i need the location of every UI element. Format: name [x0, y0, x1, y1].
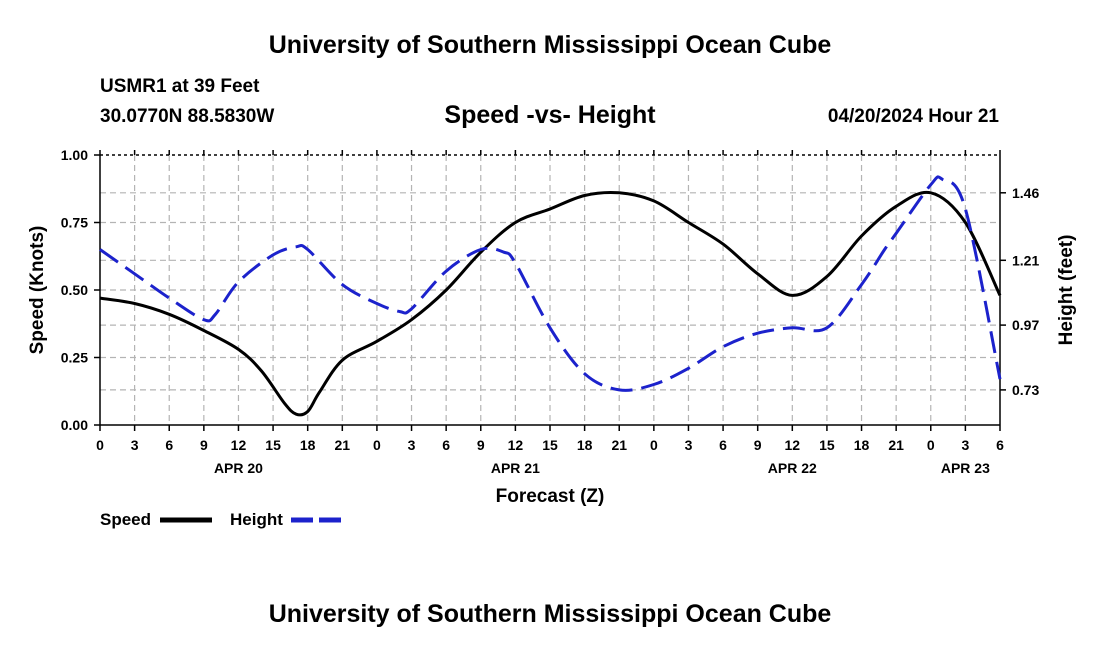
x-tick-label: 6	[996, 437, 1004, 453]
station-label: USMR1 at 39 Feet	[100, 76, 260, 97]
y2-tick-label: 0.97	[1012, 317, 1039, 333]
y-tick-label: 1.00	[61, 147, 88, 163]
y-tick-label: 0.25	[61, 350, 88, 366]
x-tick-label: 21	[335, 437, 351, 453]
y-axis-title: Speed (Knots)	[27, 226, 48, 355]
x-tick-label: 3	[961, 437, 969, 453]
series-layer	[99, 175, 1002, 417]
x-tick-label: 0	[927, 437, 935, 453]
x-tick-label: 15	[819, 437, 835, 453]
x-tick-label: 6	[442, 437, 450, 453]
x-tick-label: 21	[888, 437, 904, 453]
x-tick-label: 15	[542, 437, 558, 453]
forecast-datetime: 04/20/2024 Hour 21	[827, 106, 999, 127]
y-axis-right: 0.73 0.97 1.21 1.46	[1000, 185, 1039, 398]
x-day-label: APR 23	[941, 460, 990, 476]
y2-tick-label: 1.21	[1012, 252, 1039, 268]
x-tick-label: 0	[96, 437, 104, 453]
legend-label-speed: Speed	[100, 510, 151, 529]
y2-tick-label: 1.46	[1012, 185, 1039, 201]
coordinates-label: 30.0770N 88.5830W	[100, 106, 275, 127]
y2-axis-title: Height (feet)	[1056, 235, 1077, 346]
series-line-speed	[99, 190, 1002, 417]
y-tick-label: 0.00	[61, 417, 88, 433]
x-tick-label: 6	[719, 437, 727, 453]
x-day-label: APR 20	[214, 460, 263, 476]
grid-lines	[100, 155, 1000, 425]
x-tick-label: 3	[408, 437, 416, 453]
x-axis-title: Forecast (Z)	[496, 486, 605, 507]
y-tick-label: 0.75	[61, 215, 88, 231]
chart-title: University of Southern Mississippi Ocean…	[268, 31, 832, 59]
x-axis: 0 3 6 9 12 15 18 21 0 3 6 9 12 15 18 21 0 3 6 9 12 15 18 21 0 3 6A…	[96, 150, 1004, 476]
x-tick-label: 12	[785, 437, 801, 453]
x-tick-label: 9	[200, 437, 208, 453]
x-tick-label: 9	[754, 437, 762, 453]
x-tick-label: 15	[265, 437, 281, 453]
x-tick-label: 18	[854, 437, 870, 453]
x-day-label: APR 21	[491, 460, 540, 476]
x-tick-label: 18	[300, 437, 316, 453]
chart-title-bottom: University of Southern Mississippi Ocean…	[268, 600, 832, 628]
y-tick-label: 0.50	[61, 282, 88, 298]
x-tick-label: 12	[508, 437, 524, 453]
x-tick-label: 6	[165, 437, 173, 453]
x-tick-label: 0	[650, 437, 658, 453]
y2-tick-label: 0.73	[1012, 382, 1039, 398]
x-tick-label: 9	[477, 437, 485, 453]
axis-labels: Forecast (Z) Speed (Knots) Height (feet)	[27, 226, 1077, 507]
x-tick-label: 18	[577, 437, 593, 453]
legend: Speed Height	[100, 510, 343, 529]
x-tick-label: 3	[685, 437, 693, 453]
x-tick-label: 0	[373, 437, 381, 453]
chart-subtitle: Speed -vs- Height	[444, 101, 656, 129]
y-axis-left: 0.00 0.25 0.50 0.75 1.00	[61, 147, 100, 433]
series-line-height	[99, 175, 1002, 392]
x-day-label: APR 22	[768, 460, 817, 476]
legend-label-height: Height	[230, 510, 283, 529]
x-tick-label: 12	[231, 437, 247, 453]
x-tick-label: 21	[611, 437, 627, 453]
x-tick-label: 3	[131, 437, 139, 453]
